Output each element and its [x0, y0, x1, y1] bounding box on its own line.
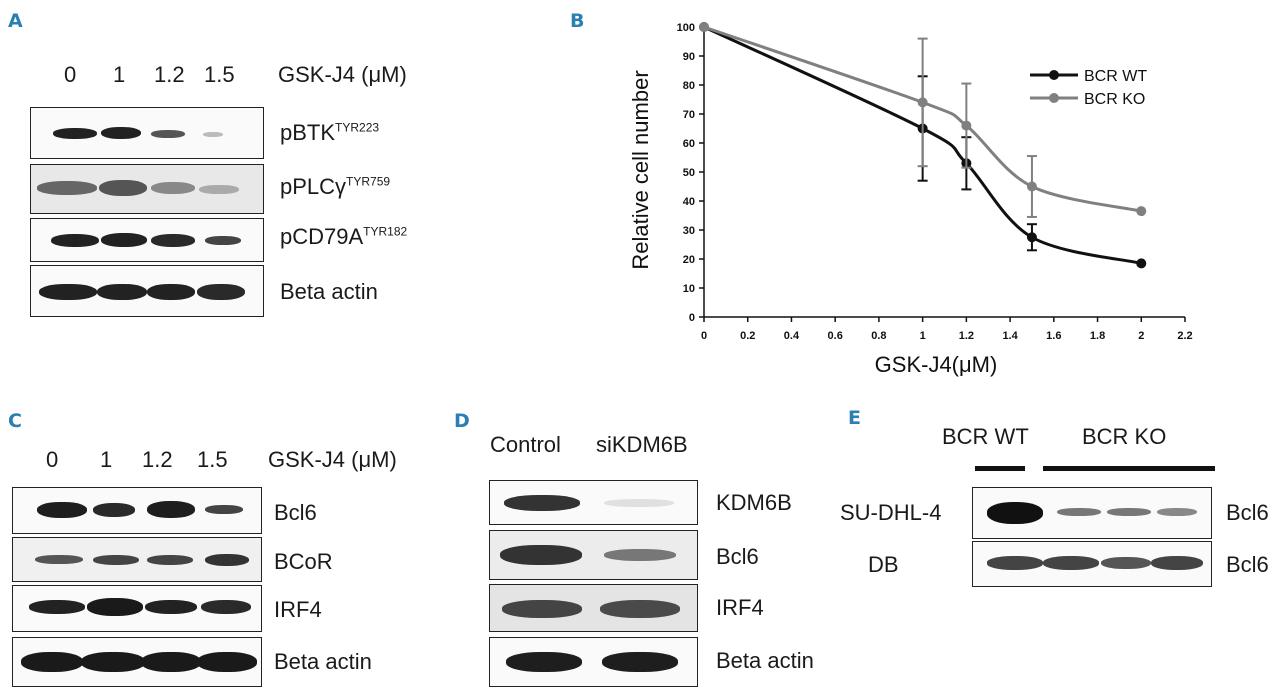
data-point [1026, 232, 1037, 243]
y-axis-label: Relative cell number [628, 70, 653, 269]
blot-image [30, 265, 264, 317]
panel-letter-a: A [8, 10, 23, 32]
blot-image [12, 537, 262, 582]
blot-label: IRF4 [274, 597, 322, 622]
blot-label: pCD79ATYR182 [280, 224, 408, 249]
treatment-label: GSK-J4 (μM) [278, 62, 407, 87]
blot-image [489, 584, 698, 632]
lane-label: Control [490, 432, 561, 457]
blot-label: Bcl6 [274, 500, 317, 525]
x-tick-label: 0.2 [740, 330, 755, 342]
x-tick-label: 1.4 [1002, 330, 1018, 342]
lane-label: 1.2 [142, 447, 173, 472]
lane-label: 1 [113, 62, 126, 87]
legend-label: BCR WT [1084, 68, 1147, 85]
blot-label: BCoR [274, 549, 333, 574]
blot-label: pBTKTYR223 [280, 120, 380, 145]
x-tick-label: 1.2 [959, 330, 974, 342]
blot-image [12, 585, 262, 632]
blot-image [12, 487, 262, 534]
data-point [1136, 258, 1147, 269]
lane-label: 0 [46, 447, 59, 472]
blot-image [489, 530, 698, 580]
lane-label: 1.5 [204, 62, 235, 87]
y-tick-label: 40 [683, 196, 695, 208]
blot-image [972, 487, 1212, 539]
x-tick-label: 2 [1138, 330, 1144, 342]
data-point [917, 97, 928, 108]
y-tick-label: 90 [683, 51, 695, 63]
legend-marker [1049, 70, 1059, 80]
y-tick-label: 20 [683, 254, 695, 266]
lane-label: siKDM6B [596, 432, 688, 457]
cell-line-label: SU-DHL-4 [840, 500, 942, 525]
y-tick-label: 80 [683, 80, 695, 92]
line-chart: 0 10 20 30 40 50 60 70 80 90 100 0 0.2 0.4 0.6 0.8 1 1.2… [628, 22, 1193, 377]
blot-label: Beta actin [274, 649, 372, 674]
blot-label: IRF4 [716, 595, 764, 620]
x-tick-label: 1 [920, 330, 926, 342]
panel-letter-e: E [848, 407, 861, 429]
group-bar [1043, 466, 1215, 471]
blot-image [12, 637, 262, 687]
y-tick-label: 30 [683, 225, 695, 237]
blot-label: Bcl6 [716, 544, 759, 569]
data-point [1136, 206, 1147, 217]
x-tick-label: 1.6 [1046, 330, 1061, 342]
series-line-0 [703, 25, 1142, 265]
group-bar [975, 466, 1025, 471]
x-tick-label: 0.4 [784, 330, 800, 342]
y-tick-label: 50 [683, 167, 695, 179]
lane-label: 1 [100, 447, 113, 472]
data-point [1026, 181, 1037, 192]
blot-label: Beta actin [280, 279, 378, 304]
blot-label: KDM6B [716, 490, 792, 515]
blot-label: Beta actin [716, 648, 814, 673]
blot-image [30, 107, 264, 159]
y-tick-label: 100 [677, 22, 695, 34]
treatment-label: GSK-J4 (μM) [268, 447, 397, 472]
panel-letter-b: B [570, 10, 585, 32]
lane-label: 0 [64, 62, 77, 87]
lane-label: 1.5 [197, 447, 228, 472]
x-tick-label: 0.6 [828, 330, 843, 342]
legend-label: BCR KO [1084, 91, 1145, 108]
x-tick-label: 0 [701, 330, 707, 342]
blot-image [30, 164, 264, 214]
group-label: BCR KO [1082, 424, 1167, 449]
cell-line-label: DB [868, 552, 899, 577]
blot-image [972, 541, 1212, 587]
blot-label: pPLCγTYR759 [280, 174, 391, 199]
legend-marker [1049, 93, 1059, 103]
data-point [699, 22, 709, 32]
blot-image [489, 480, 698, 525]
x-tick-label: 1.8 [1090, 330, 1105, 342]
y-tick-label: 10 [683, 283, 695, 295]
panel-letter-c: C [8, 410, 22, 432]
y-tick-label: 70 [683, 109, 695, 121]
protein-label: Bcl6 [1226, 552, 1269, 577]
series-line-1 [703, 25, 1142, 213]
x-tick-label: 2.2 [1177, 330, 1192, 342]
y-tick-label: 60 [683, 138, 695, 150]
x-tick-label: 0.8 [871, 330, 886, 342]
x-axis-label: GSK-J4(μM) [875, 352, 998, 377]
lane-label: 1.2 [154, 62, 185, 87]
blot-image [489, 637, 698, 687]
group-label: BCR WT [942, 424, 1029, 449]
data-point [961, 120, 972, 131]
panel-letter-d: D [454, 410, 470, 432]
y-tick-label: 0 [689, 312, 695, 324]
blot-image [30, 218, 264, 262]
protein-label: Bcl6 [1226, 500, 1269, 525]
